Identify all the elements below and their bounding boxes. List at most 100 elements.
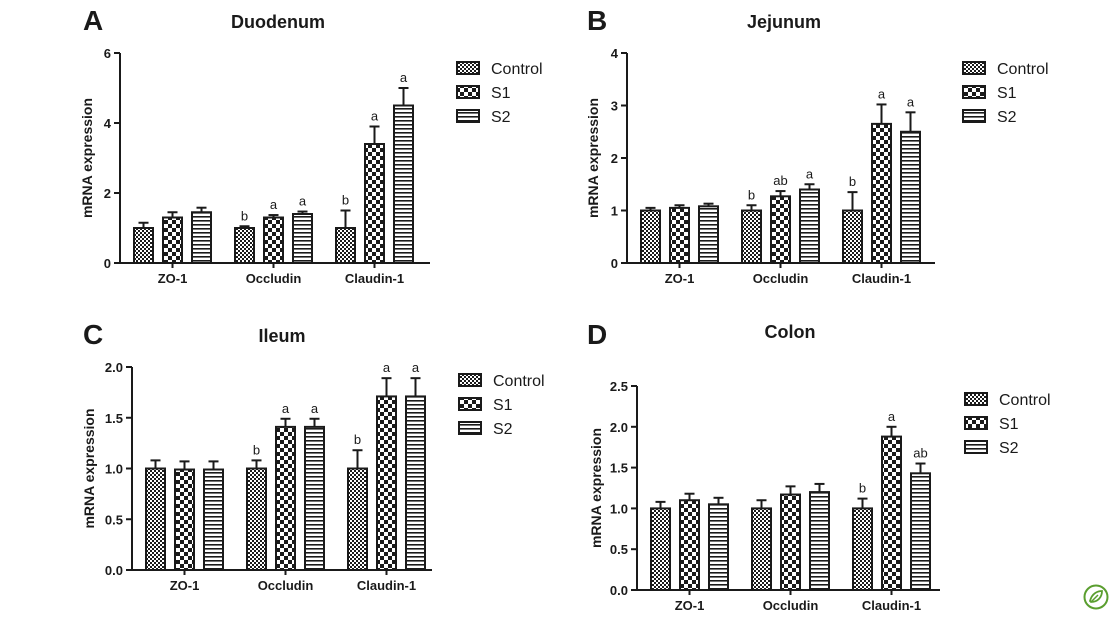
chart-title: Colon bbox=[765, 322, 816, 342]
significance-letter: b bbox=[253, 442, 260, 457]
y-tick-label: 4 bbox=[104, 116, 112, 131]
bar bbox=[364, 143, 385, 264]
significance-letter: a bbox=[878, 86, 886, 101]
legend-swatch bbox=[964, 440, 988, 454]
y-tick-label: 0 bbox=[104, 256, 111, 271]
chart-title: Duodenum bbox=[231, 12, 325, 32]
significance-letter: b bbox=[849, 174, 856, 189]
y-tick-label: 2.0 bbox=[105, 360, 123, 375]
bar bbox=[234, 227, 255, 264]
y-tick-label: 2 bbox=[104, 186, 111, 201]
legend-item: Control bbox=[962, 61, 1049, 78]
significance-letter: a bbox=[907, 94, 915, 109]
legend-swatch bbox=[962, 61, 986, 75]
bar bbox=[842, 209, 863, 264]
legend-label: S2 bbox=[999, 440, 1019, 457]
chart-panel-c: C Ileum 0.0 0.5 1.0 1.5 2.0 mRNA expression ZO-1… bbox=[81, 319, 545, 593]
y-tick-label: 4 bbox=[611, 46, 619, 61]
x-tick-label: ZO-1 bbox=[675, 598, 705, 613]
significance-letter: a bbox=[311, 401, 319, 416]
x-tick-label: Claudin-1 bbox=[357, 578, 416, 593]
legend-swatch bbox=[962, 109, 986, 123]
bar bbox=[900, 130, 921, 264]
panel-letter: A bbox=[83, 5, 103, 36]
chart-title: Ileum bbox=[258, 326, 305, 346]
legend-item: S1 bbox=[962, 85, 1017, 102]
chart-panel-d: D Colon 0.0 0.5 1.0 1.5 2.0 2.5 mRNA expression Z… bbox=[587, 319, 1051, 613]
legend-label: S2 bbox=[493, 421, 513, 438]
bar bbox=[246, 467, 267, 571]
bar bbox=[780, 493, 801, 592]
y-tick-label: 2.0 bbox=[610, 420, 628, 435]
x-tick-label: Occludin bbox=[258, 578, 314, 593]
significance-letter: a bbox=[383, 360, 391, 375]
legend-item: Control bbox=[456, 61, 543, 78]
bar bbox=[376, 395, 397, 571]
bar bbox=[741, 209, 762, 264]
legend-swatch bbox=[458, 397, 482, 411]
chart-panel-b: B Jejunum 0 1 2 3 4 mRNA expression ZO-1 Occludin… bbox=[585, 5, 1049, 286]
bar bbox=[174, 468, 195, 572]
y-tick-label: 0.0 bbox=[610, 583, 628, 598]
chart-title: Jejunum bbox=[747, 12, 821, 32]
x-tick-label: ZO-1 bbox=[158, 271, 188, 286]
x-tick-label: Claudin-1 bbox=[852, 271, 911, 286]
significance-letter: b bbox=[859, 481, 866, 496]
legend-swatch bbox=[964, 416, 988, 430]
bar bbox=[191, 211, 212, 264]
bar bbox=[669, 206, 690, 264]
significance-letter: a bbox=[806, 166, 814, 181]
y-axis-label: mRNA expression bbox=[79, 98, 95, 218]
y-tick-label: 1 bbox=[611, 204, 618, 219]
legend-label: S1 bbox=[491, 85, 511, 102]
significance-letter: a bbox=[270, 197, 278, 212]
bar bbox=[698, 205, 719, 265]
legend-label: S2 bbox=[491, 109, 511, 126]
y-tick-label: 6 bbox=[104, 46, 111, 61]
bar bbox=[650, 507, 671, 591]
legend-item: S1 bbox=[964, 416, 1019, 433]
leaf-logo-icon bbox=[1083, 584, 1109, 610]
legend-swatch bbox=[458, 373, 482, 387]
bar bbox=[133, 227, 154, 264]
significance-letter: b bbox=[748, 187, 755, 202]
panel-letter: B bbox=[587, 5, 607, 36]
panel-letter: D bbox=[587, 319, 607, 350]
legend-item: S1 bbox=[458, 397, 513, 414]
y-tick-label: 0.5 bbox=[610, 542, 628, 557]
bar bbox=[405, 395, 426, 571]
bar bbox=[910, 472, 931, 592]
y-tick-label: 0.5 bbox=[105, 512, 123, 527]
legend-swatch bbox=[458, 421, 482, 435]
bar bbox=[347, 467, 368, 571]
y-tick-label: 3 bbox=[611, 99, 618, 114]
x-tick-label: ZO-1 bbox=[170, 578, 200, 593]
y-axis-label: mRNA expression bbox=[81, 408, 97, 528]
legend-label: S2 bbox=[997, 109, 1017, 126]
bar bbox=[335, 227, 356, 264]
bar bbox=[203, 468, 224, 572]
chart-panel-a: A Duodenum 0 2 4 6 mRNA expression ZO-1 Occludin… bbox=[79, 5, 543, 286]
significance-letter: a bbox=[400, 70, 408, 85]
legend-item: S2 bbox=[964, 440, 1019, 457]
significance-letter: b bbox=[241, 208, 248, 223]
bar bbox=[799, 188, 820, 264]
legend-label: Control bbox=[491, 61, 543, 78]
significance-letter: ab bbox=[913, 446, 927, 461]
bar bbox=[304, 425, 325, 572]
bar bbox=[292, 213, 313, 264]
significance-letter: a bbox=[282, 401, 290, 416]
legend-item: Control bbox=[458, 373, 545, 390]
bar bbox=[770, 195, 791, 264]
bar bbox=[852, 507, 873, 591]
y-tick-label: 1.0 bbox=[105, 462, 123, 477]
significance-letter: b bbox=[342, 193, 349, 208]
x-tick-label: Occludin bbox=[763, 598, 819, 613]
legend-label: S1 bbox=[493, 397, 513, 414]
legend-label: S1 bbox=[999, 416, 1019, 433]
bar bbox=[881, 435, 902, 592]
y-tick-label: 2 bbox=[611, 151, 618, 166]
legend-label: Control bbox=[999, 392, 1051, 409]
bar bbox=[871, 122, 892, 264]
